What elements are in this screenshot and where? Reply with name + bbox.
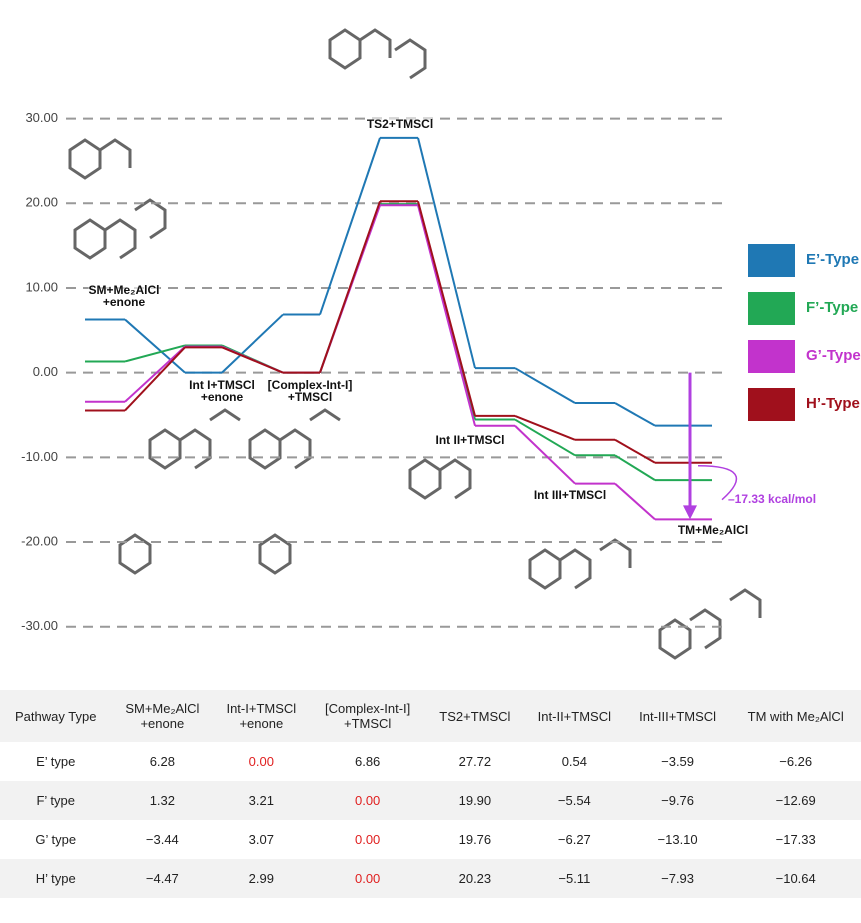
table-cell: −12.69 [730,781,861,820]
header-cell: TS2+TMSCl [426,690,524,742]
table-cell: −5.54 [524,781,625,820]
table-cell: −3.59 [625,742,731,781]
connector [418,205,475,425]
y-tick-label: -30.00 [21,618,58,633]
table-cell: −17.33 [730,820,861,859]
legend-swatch [748,340,795,373]
connector [515,416,575,440]
table-cell: F’ type [0,781,111,820]
category-label: TS2+TMSCl [367,118,433,130]
connector [615,484,655,520]
table-cell: 19.90 [426,781,524,820]
category-label: SM+Me₂AlCl +enone [88,284,159,308]
y-tick-label: 0.00 [33,364,58,379]
table-cell: −13.10 [625,820,731,859]
table-cell: H’ type [0,859,111,898]
connector [418,138,475,368]
connector [515,420,575,456]
chart: 30.00 20.00 10.00 0.00 -10.00 -20.00 -30.00 [0,0,861,690]
table-cell: −6.27 [524,820,625,859]
table-cell: 3.07 [213,820,309,859]
table-cell: 2.99 [213,859,309,898]
table-cell: G’ type [0,820,111,859]
table-cell: 3.21 [213,781,309,820]
legend-swatch [748,388,795,421]
series [85,205,712,519]
connector [222,315,283,373]
connector [125,347,185,402]
header-cell: TM with Me₂AlCl [730,690,861,742]
table-cell: −9.76 [625,781,731,820]
header-cell: Pathway Type [0,690,111,742]
table-cell: 20.23 [426,859,524,898]
connector [125,345,185,361]
legend-label: G’-Type [806,347,861,364]
header-cell: Int-III+TMSCl [625,690,731,742]
table-cell: 1.32 [111,781,213,820]
legend-label: F’-Type [806,299,858,316]
connector [125,319,185,372]
y-tick-label: 30.00 [25,110,58,125]
page: 30.00 20.00 10.00 0.00 -10.00 -20.00 -30.00 SM… [0,0,861,923]
y-tick-label: 20.00 [25,195,58,210]
legend-label: E’-Type [806,251,859,268]
category-label: TM+Me₂AlCl [678,524,748,536]
table-cell: 6.86 [309,742,425,781]
table-cell: E’ type [0,742,111,781]
table-cell: 0.54 [524,742,625,781]
y-tick-label: -20.00 [21,533,58,548]
connector [615,403,655,426]
connector [418,201,475,416]
table-cell: 0.00 [213,742,309,781]
table-cell: 0.00 [309,781,425,820]
header-cell: Int-II+TMSCl [524,690,625,742]
connector [222,347,283,372]
header-cell: Int-I+TMSCl +enone [213,690,309,742]
annotation: –17.33 kcal/mol [728,492,816,506]
header-cell: [Complex-Int-I] +TMSCl [309,690,425,742]
legend-swatch [748,292,795,325]
category-label: Int II+TMSCl [436,434,505,446]
table-cell: −5.11 [524,859,625,898]
table-cell: 27.72 [426,742,524,781]
legend-label: H’-Type [806,395,860,412]
table-cell: 0.00 [309,859,425,898]
y-tick-label: -10.00 [21,449,58,464]
category-label: [Complex-Int-I] +TMSCl [268,379,353,403]
y-tick-label: 10.00 [25,279,58,294]
series [85,201,712,462]
table-cell: 19.76 [426,820,524,859]
arrow-head [683,505,697,519]
series [85,138,712,426]
category-label: Int I+TMSCl +enone [189,379,255,403]
connector [125,347,185,410]
connector [515,426,575,484]
category-label: Int III+TMSCl [534,489,606,501]
table-cell: −10.64 [730,859,861,898]
legend-swatch [748,244,795,277]
table-cell: 0.00 [309,820,425,859]
table-cell: −4.47 [111,859,213,898]
table-cell: −7.93 [625,859,731,898]
table-cell: 6.28 [111,742,213,781]
header-cell: SM+Me₂AlCl +enone [111,690,213,742]
table-cell: −3.44 [111,820,213,859]
table-cell: −6.26 [730,742,861,781]
